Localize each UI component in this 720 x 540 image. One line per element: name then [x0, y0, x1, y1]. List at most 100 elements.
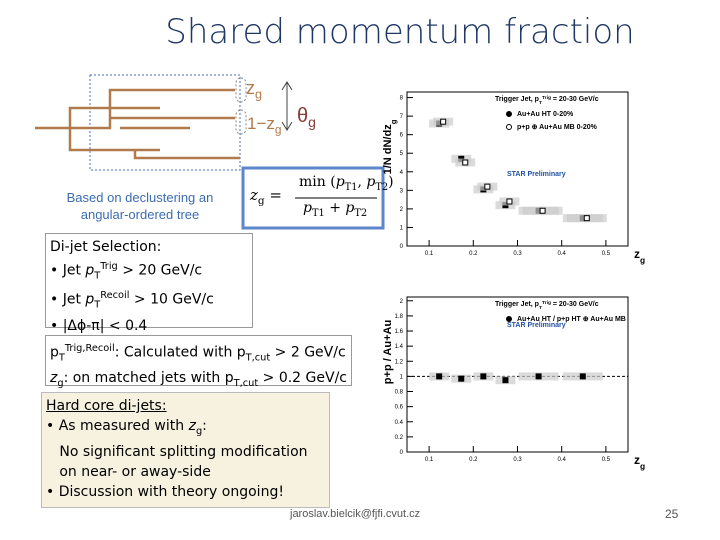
y-tick-label: 0 [400, 244, 404, 250]
text-segment: • |Δϕ-π| < 0.4 [50, 317, 148, 334]
text-segment: > 2 GeV/c [270, 344, 346, 361]
text-segment: min ( [299, 174, 336, 190]
text-segment: > 10 GeV/c [129, 292, 214, 309]
y-tick-label: 0.6 [395, 405, 404, 411]
x-tick-label: 0.5 [602, 457, 611, 463]
formula: min (pT1, pT2) [299, 174, 394, 193]
legend-marker [506, 316, 512, 322]
theta-g-label: θg [297, 105, 316, 130]
y-tick-label: 3 [400, 188, 404, 194]
text-segment: • Jet [50, 292, 86, 309]
y-tick-label: 1.6 [395, 329, 404, 335]
text-segment: p [50, 344, 59, 361]
text-segment: p [345, 200, 355, 216]
y-tick-label: 0 [400, 450, 404, 456]
data-point [484, 183, 491, 190]
text-segment: ) [388, 174, 394, 190]
text-line: • Jet pTRecoil > 10 GeV/c [50, 286, 248, 315]
y-tick-label: 1.8 [395, 314, 404, 320]
formula: pT1 + pT2 [303, 200, 367, 219]
text-segment: Di-jet Selection: [50, 239, 162, 255]
y-tick-label: 0.8 [395, 390, 404, 396]
rich-text: zg [634, 247, 645, 265]
formula: zg = [250, 186, 282, 207]
y-tick-label: 7 [400, 114, 404, 120]
legend-marker [506, 111, 512, 117]
text-segment: T [539, 100, 542, 106]
text-segment: Trig [542, 95, 551, 101]
text-segment: T [94, 270, 101, 282]
data-point [579, 373, 586, 380]
bracket [235, 109, 247, 135]
one-minus-zg-label: 1−zg [247, 114, 282, 136]
text-segment: = 20-30 GeV/c [551, 96, 599, 103]
text-segment: • Jet [50, 262, 86, 279]
text-segment: , [357, 174, 367, 190]
legend-marker [506, 124, 512, 130]
text-segment: T [94, 299, 101, 311]
text-segment: θ [297, 105, 309, 127]
text-segment: : on matched jets with p [63, 370, 234, 387]
page-number: 25 [665, 507, 679, 521]
text-segment: 1−z [247, 114, 275, 133]
text-box: Hard core di-jets: • As measured with zg:… [41, 392, 330, 508]
data-point [539, 207, 546, 214]
text-segment: g [308, 114, 316, 130]
y-tick-label: 4 [400, 170, 404, 176]
y-tick-label: 1 [400, 225, 404, 231]
text-segment: p [303, 200, 312, 216]
tree-diagram [35, 74, 385, 230]
text-segment: p [85, 292, 95, 309]
x-tick-label: 0.2 [469, 457, 478, 463]
text-segment: T1 [344, 181, 358, 193]
x-tick-label: 0.3 [513, 251, 522, 257]
diagram-caption: angular-ordered tree [80, 207, 200, 222]
text-segment: T,cut [233, 378, 259, 390]
text-segment: 1/N dN/dz [382, 124, 394, 175]
arrow [281, 81, 293, 131]
text-segment: z [246, 78, 255, 98]
text-segment: z [634, 453, 640, 467]
data-point [506, 198, 513, 205]
text-segment: = [264, 186, 282, 204]
text-segment: = 20-30 GeV/c [551, 301, 599, 308]
text-segment: g [57, 378, 64, 390]
text-segment: T2 [375, 181, 389, 193]
text-line: zg: on matched jets with pT,cut > 0.2 Ge… [50, 368, 347, 394]
data-point [458, 375, 465, 382]
rich-text: Trigger Jet, pTTrig = 20-30 GeV/c [495, 300, 599, 311]
text-segment: p [85, 262, 95, 279]
y-tick-label: 5 [400, 151, 404, 157]
text-segment: > 0.2 GeV/c [258, 370, 347, 387]
text-line: • As measured with zg: [46, 416, 325, 442]
slide-title: Shared momentum fraction [165, 12, 635, 52]
text-segment: z [250, 186, 258, 204]
zg-label: zg [246, 78, 262, 102]
text-box: Di-jet Selection: • Jet pTTrig > 20 GeV/c… [45, 233, 253, 334]
x-tick-label: 0.4 [558, 457, 567, 463]
text-line: No significant splitting modification [46, 442, 325, 462]
text-segment: T [58, 352, 65, 364]
text-line: Hard core di-jets: [46, 396, 325, 416]
x-tick-label: 0.5 [602, 251, 611, 257]
footer-email: jaroslav.bielcik@fjfi.cvut.cz [290, 508, 421, 520]
text-segment: > 20 GeV/c [117, 262, 203, 279]
y-tick-label: 1 [400, 374, 404, 380]
text-segment: T2 [354, 207, 368, 219]
y-tick-label: 2 [400, 299, 404, 305]
y-tick-label: 2 [400, 207, 404, 213]
text-segment: p+p / Au+Au [382, 320, 394, 384]
text-box: pTTrig,Recoil: Calculated with pT,cut > … [45, 335, 352, 389]
text-segment: + [324, 200, 346, 216]
text-segment: • Discussion with theory ongoing! [46, 483, 284, 500]
y-tick-label: 0.4 [395, 420, 404, 426]
text-line: • |Δϕ-π| < 0.4 [50, 316, 248, 336]
text-segment: g [255, 87, 263, 102]
text-segment: Trig [542, 300, 551, 306]
data-point [535, 373, 542, 380]
text-segment: T,cut [245, 352, 271, 364]
bracket [235, 77, 247, 103]
text-segment: T1 [311, 207, 325, 219]
text-segment: z [188, 418, 196, 434]
